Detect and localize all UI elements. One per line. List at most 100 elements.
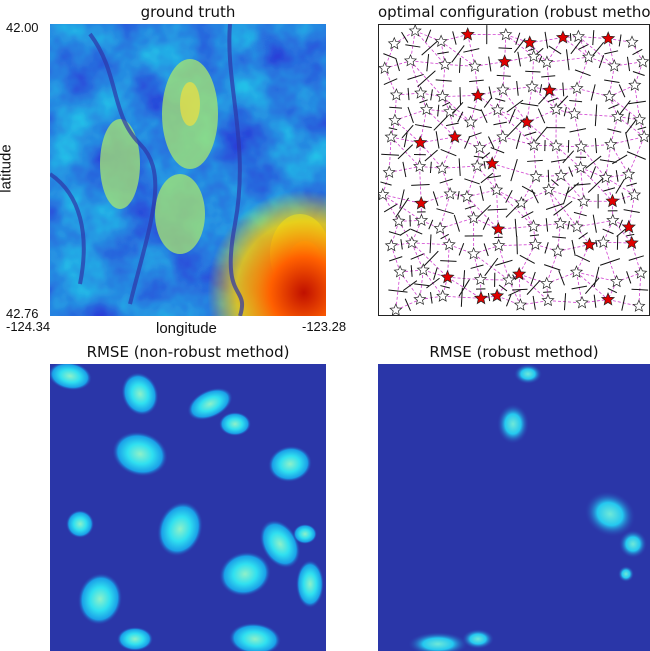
voronoi-edge	[410, 253, 425, 260]
voronoi-edge	[381, 153, 400, 156]
rmse-error-region	[408, 632, 468, 651]
voronoi-edge	[458, 243, 465, 256]
config-dashed-link	[382, 194, 422, 221]
rmse-robust-title: RMSE (robust method)	[429, 343, 599, 361]
voronoi-edge	[399, 189, 405, 209]
voronoi-edge	[435, 79, 452, 82]
voronoi-edge	[495, 259, 513, 266]
voronoi-edge	[407, 106, 414, 124]
voronoi-edge	[519, 254, 535, 264]
rmse-error-region	[584, 491, 636, 537]
voronoi-edge	[405, 44, 421, 48]
voronoi-edge	[532, 295, 536, 310]
voronoi-edge	[458, 279, 470, 297]
sensor-star	[434, 34, 448, 48]
voronoi-edge	[411, 184, 430, 186]
voronoi-edge	[517, 51, 521, 67]
voronoi-edge	[425, 29, 432, 43]
voronoi-edge	[578, 43, 589, 50]
voronoi-edge	[410, 265, 413, 277]
voronoi-edge	[445, 122, 459, 127]
voronoi-edge	[627, 112, 630, 124]
sensor-star	[468, 59, 482, 72]
sensor-star	[571, 29, 585, 43]
voronoi-edge	[626, 182, 637, 187]
gt-hotspot	[50, 24, 326, 316]
sensor-star	[569, 265, 584, 278]
voronoi-edge	[594, 104, 598, 127]
voronoi-edge	[592, 214, 597, 233]
voronoi-edge	[593, 266, 600, 288]
voronoi-edge	[598, 55, 605, 69]
sensor-star-selected	[555, 30, 570, 44]
ground-truth-heatmap	[50, 24, 326, 316]
sensor-star	[610, 274, 624, 288]
sensor-star	[570, 81, 584, 95]
voronoi-edge	[547, 97, 558, 103]
voronoi-edge	[565, 49, 570, 71]
sensor-star	[414, 86, 428, 99]
sensor-star-selected	[414, 195, 429, 210]
voronoi-edge	[516, 81, 519, 96]
y-bottom-tick: 42.76	[6, 306, 39, 321]
voronoi-edge	[625, 119, 637, 134]
voronoi-edge	[407, 87, 410, 101]
sensor-star	[419, 102, 434, 116]
sensor-star	[435, 161, 449, 174]
sensor-star	[435, 89, 450, 103]
config-dashed-link	[442, 96, 471, 123]
rmse-robust-heatmap	[378, 364, 650, 651]
sensor-star	[413, 159, 427, 173]
voronoi-edge	[543, 264, 561, 271]
x-left-tick: -124.34	[6, 319, 51, 334]
config-dashed-link	[578, 36, 615, 67]
voronoi-edge	[488, 56, 492, 72]
voronoi-edge	[569, 128, 587, 133]
sensor-star	[599, 170, 613, 184]
rmse-error-region	[117, 627, 153, 651]
rmse-error-region	[514, 364, 542, 384]
voronoi-edge	[498, 284, 508, 292]
config-dashed-link	[441, 34, 468, 42]
sensor-star	[416, 263, 430, 276]
voronoi-edge	[469, 79, 484, 83]
voronoi-edge	[603, 187, 616, 192]
rmse-error-region	[66, 510, 94, 538]
voronoi-edge	[383, 203, 398, 213]
voronoi-edge	[604, 50, 619, 55]
sensor-star	[574, 139, 588, 153]
sensor-star-selected	[621, 219, 636, 234]
sensor-star	[528, 237, 542, 251]
voronoi-edge	[573, 183, 591, 186]
voronoi-edge	[538, 55, 543, 63]
voronoi-edge	[505, 294, 512, 307]
sensor-star	[514, 196, 528, 209]
voronoi-edge	[430, 292, 433, 304]
voronoi-edge	[435, 131, 440, 149]
voronoi-edge	[530, 271, 536, 286]
config-dashed-link	[384, 43, 395, 69]
sensor-star	[606, 213, 620, 227]
voronoi-edge	[599, 159, 617, 163]
voronoi-edge	[618, 100, 631, 117]
voronoi-edge	[457, 191, 460, 200]
voronoi-edge	[493, 121, 507, 126]
voronoi-edge	[490, 147, 505, 154]
sensor-star	[382, 165, 396, 179]
sensor-star	[527, 138, 541, 151]
voronoi-edge	[569, 33, 572, 41]
voronoi-edge	[433, 267, 438, 280]
sensor-star	[473, 140, 487, 154]
sensor-star	[525, 79, 539, 93]
sensor-star	[636, 54, 650, 68]
sensor-star	[540, 55, 554, 68]
voronoi-edge	[383, 78, 398, 86]
voronoi-edge	[578, 232, 588, 240]
config-dashed-link	[411, 242, 448, 278]
sensor-star	[634, 266, 648, 279]
sensor-star-selected	[485, 156, 500, 170]
voronoi-edge	[571, 239, 576, 256]
voronoi-edge	[487, 208, 508, 211]
config-dashed-link	[441, 168, 451, 195]
voronoi-edge	[585, 155, 602, 169]
